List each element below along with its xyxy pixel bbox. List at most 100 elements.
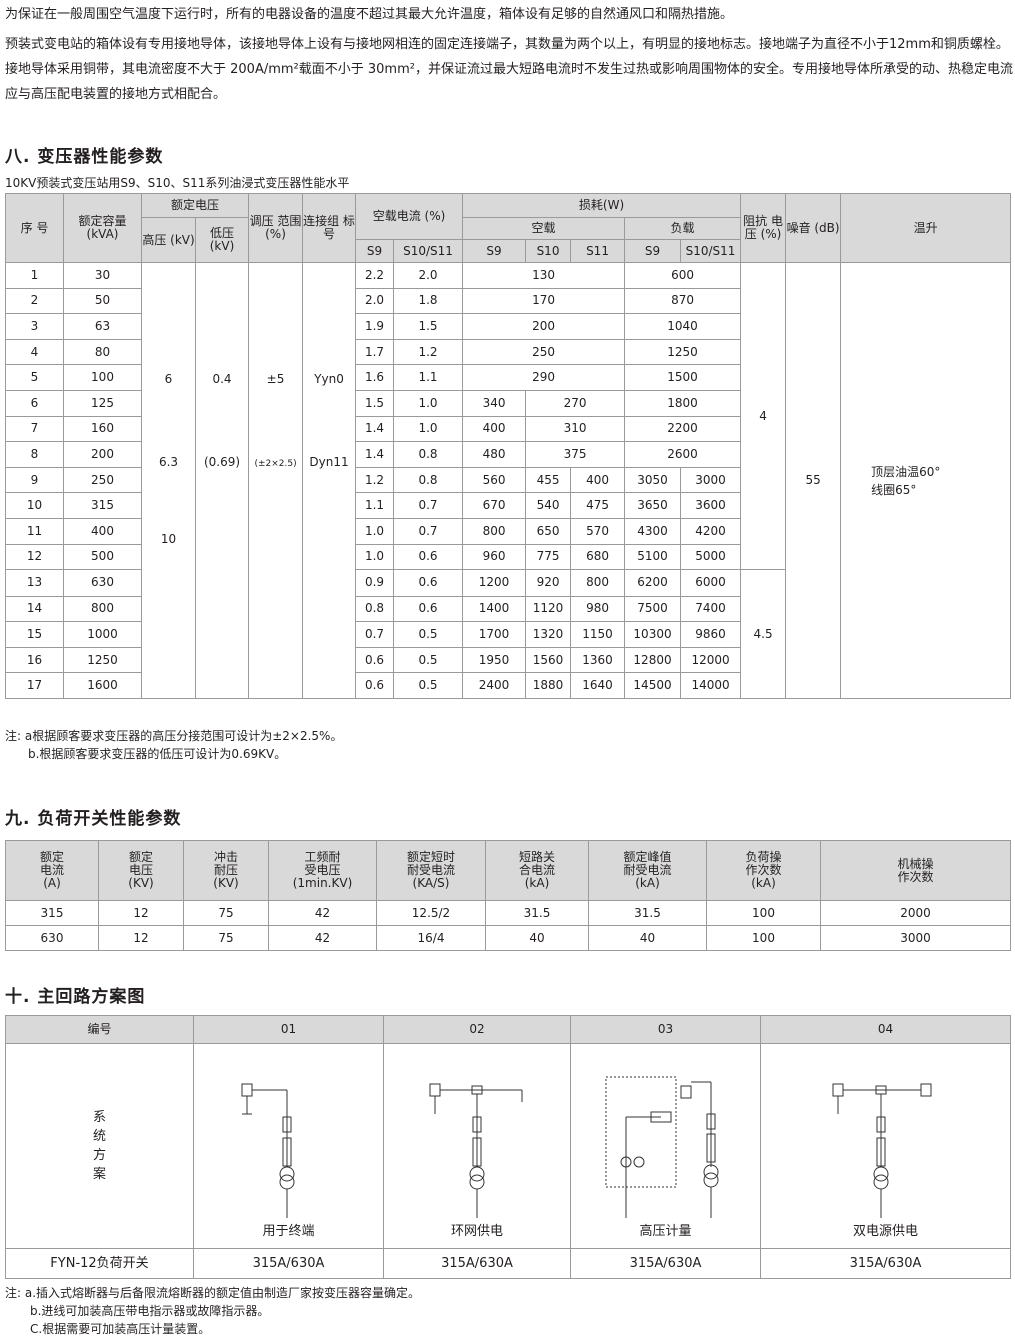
switch-cell: 16/4 bbox=[376, 925, 486, 951]
noload-s9: 0.7 bbox=[355, 621, 395, 648]
noload-s10: 0.6 bbox=[393, 543, 464, 571]
hv-cell-value: 6 bbox=[164, 372, 173, 386]
conn-cell-value: Yyn0 bbox=[314, 372, 344, 386]
row-no: 15 bbox=[5, 621, 64, 648]
load-s10: 14000 bbox=[680, 672, 742, 699]
th-code: 编号 bbox=[5, 1015, 194, 1044]
tap-cell-value: (±2×2.5) bbox=[254, 459, 297, 469]
load-s10: 4200 bbox=[680, 517, 742, 545]
switch-table: 额定 电流 (A) 额定 电压 (KV) 冲击 耐压 (KV) 工频耐 受电压 (1m… bbox=[5, 840, 1011, 951]
load-loss: 2200 bbox=[624, 415, 742, 443]
loss-noload: 250 bbox=[462, 338, 626, 366]
noload-s10: 0.6 bbox=[393, 569, 464, 597]
loss-s11: 475 bbox=[570, 492, 626, 519]
tap-cell-value: ±5 bbox=[266, 372, 285, 386]
noload-s9: 0.6 bbox=[355, 646, 395, 674]
loss-s11: 980 bbox=[570, 595, 626, 623]
rating-02: 315A/630A bbox=[383, 1248, 571, 1279]
load-loss: 600 bbox=[624, 262, 742, 289]
rating-04: 315A/630A bbox=[760, 1248, 1011, 1279]
temp-top-oil: 顶层油温60° bbox=[871, 464, 941, 479]
loss-s9: 480 bbox=[462, 441, 527, 468]
scheme-table: 编号 01 02 03 04 系 统 方 案 用于终端 环网供电 高压计量 双电源供电 … bbox=[5, 1015, 1011, 1279]
th-switch-4: 额定短时 耐受电流 (KA/S) bbox=[376, 840, 486, 901]
tap-cell: ±5 (±2×2.5) bbox=[248, 262, 304, 699]
load-s10: 3000 bbox=[680, 466, 742, 494]
noload-s9: 1.9 bbox=[355, 313, 395, 340]
capacity: 1000 bbox=[63, 621, 142, 648]
circuit-diagram-04 bbox=[832, 1083, 931, 1218]
noload-s9: 1.0 bbox=[355, 517, 395, 545]
noload-s10: 1.2 bbox=[393, 338, 464, 366]
sec10-note-a: 注: a.插入式熔断器与后备限流熔断器的额定值由制造厂家按变压器容量确定。 bbox=[5, 1286, 421, 1300]
table-row: 13 630 0.9 0.6 1200 920 800 6200 6000 4.5 bbox=[5, 569, 1011, 699]
intro-paragraph-1: 为保证在一般周围空气温度下运行时，所有的电器设备的温度不超过其最大允许温度，箱体… bbox=[5, 7, 734, 22]
load-s9: 3650 bbox=[624, 492, 682, 519]
switch-cell: 40 bbox=[485, 925, 589, 951]
row-no: 11 bbox=[5, 517, 64, 545]
row-no: 4 bbox=[5, 338, 64, 366]
scheme-04-label: 双电源供电 bbox=[852, 1224, 918, 1239]
th-noload-current: 空载电流 (%) bbox=[355, 193, 464, 240]
table-row: 4 80 1.7 1.2 250 1250 bbox=[5, 338, 1011, 366]
table-row: 5 100 1.6 1.1 290 1500 bbox=[5, 364, 1011, 391]
noload-s9: 1.6 bbox=[355, 364, 395, 391]
load-s10: 3600 bbox=[680, 492, 742, 519]
loss-s9: 340 bbox=[462, 389, 527, 417]
table-row: 2 50 2.0 1.8 170 870 bbox=[5, 287, 1011, 315]
noload-s10: 1.5 bbox=[393, 313, 464, 340]
switch-cell: 3000 bbox=[820, 925, 1011, 951]
table-row: 11 400 1.0 0.7 800 650 570 4300 4200 bbox=[5, 517, 1011, 545]
th-loss-load: 负载 bbox=[624, 217, 742, 240]
capacity: 63 bbox=[63, 313, 142, 340]
loss-s9: 1200 bbox=[462, 569, 527, 597]
sec8-note-b: b.根据顾客要求变压器的低压可设计为0.69KV。 bbox=[28, 747, 287, 761]
noload-s9: 1.2 bbox=[355, 466, 395, 494]
loss-s11: 680 bbox=[570, 543, 626, 571]
switch-cell: 100 bbox=[706, 925, 821, 951]
row-no: 10 bbox=[5, 492, 64, 519]
capacity: 250 bbox=[63, 466, 142, 494]
conn-cell: Yyn0 Dyn11 bbox=[302, 262, 357, 699]
row-no: 5 bbox=[5, 364, 64, 391]
th-01: 01 bbox=[193, 1015, 384, 1044]
row-no: 13 bbox=[5, 569, 64, 597]
impedance-cell: 4 bbox=[740, 261, 787, 571]
th-switch-3: 工频耐 受电压 (1min.KV) bbox=[268, 840, 377, 901]
load-s9: 10300 bbox=[624, 621, 682, 648]
noload-s9: 1.4 bbox=[355, 415, 395, 443]
table-row: 1 30 6 6.3 10 0.4 (0.69) ±5 (±2×2.5) Yyn0 Dyn11 2.2… bbox=[5, 261, 1012, 699]
th-switch-7: 负荷操 作次数 (kA) bbox=[706, 840, 821, 901]
load-s9: 3050 bbox=[624, 466, 682, 494]
th-loss-noload: 空载 bbox=[462, 217, 626, 240]
loss-s10: 1120 bbox=[525, 595, 572, 623]
temp-cell: 顶层油温60° 线圈65° bbox=[840, 262, 1012, 699]
switch-cell: 12 bbox=[98, 900, 184, 926]
table-row: 15 1000 0.7 0.5 1700 1320 1150 10300 9860 bbox=[5, 621, 1011, 648]
capacity: 160 bbox=[63, 415, 142, 443]
table-row: 3 63 1.9 1.5 200 1040 bbox=[5, 313, 1011, 340]
noload-s9: 1.4 bbox=[355, 441, 395, 468]
noload-s10: 2.0 bbox=[393, 262, 464, 289]
th-s10: S10 bbox=[525, 239, 572, 263]
loss-s11: 1640 bbox=[570, 672, 626, 699]
row-no: 9 bbox=[5, 466, 64, 494]
capacity: 315 bbox=[63, 492, 142, 519]
loss-s10: 1880 bbox=[525, 672, 572, 699]
table-row: 16 1250 0.6 0.5 1950 1560 1360 12800 12000 bbox=[5, 646, 1011, 674]
noload-s9: 2.0 bbox=[355, 287, 395, 315]
th-switch-0: 额定 电流 (A) bbox=[5, 840, 99, 901]
noload-s10: 0.8 bbox=[393, 466, 464, 494]
capacity: 80 bbox=[63, 338, 142, 366]
row-no: 12 bbox=[5, 543, 64, 571]
load-s10: 7400 bbox=[680, 595, 742, 623]
loss-s11: 570 bbox=[570, 517, 626, 545]
section-9-title: 九. 负荷开关性能参数 bbox=[5, 809, 182, 829]
th-switch-8: 机械操 作次数 bbox=[820, 840, 1011, 901]
load-s9: 12800 bbox=[624, 646, 682, 674]
row-no: 14 bbox=[5, 595, 64, 623]
loss-s9: 1400 bbox=[462, 595, 527, 623]
switch-cell: 75 bbox=[183, 900, 269, 926]
noload-s10: 1.0 bbox=[393, 415, 464, 443]
capacity: 500 bbox=[63, 543, 142, 571]
